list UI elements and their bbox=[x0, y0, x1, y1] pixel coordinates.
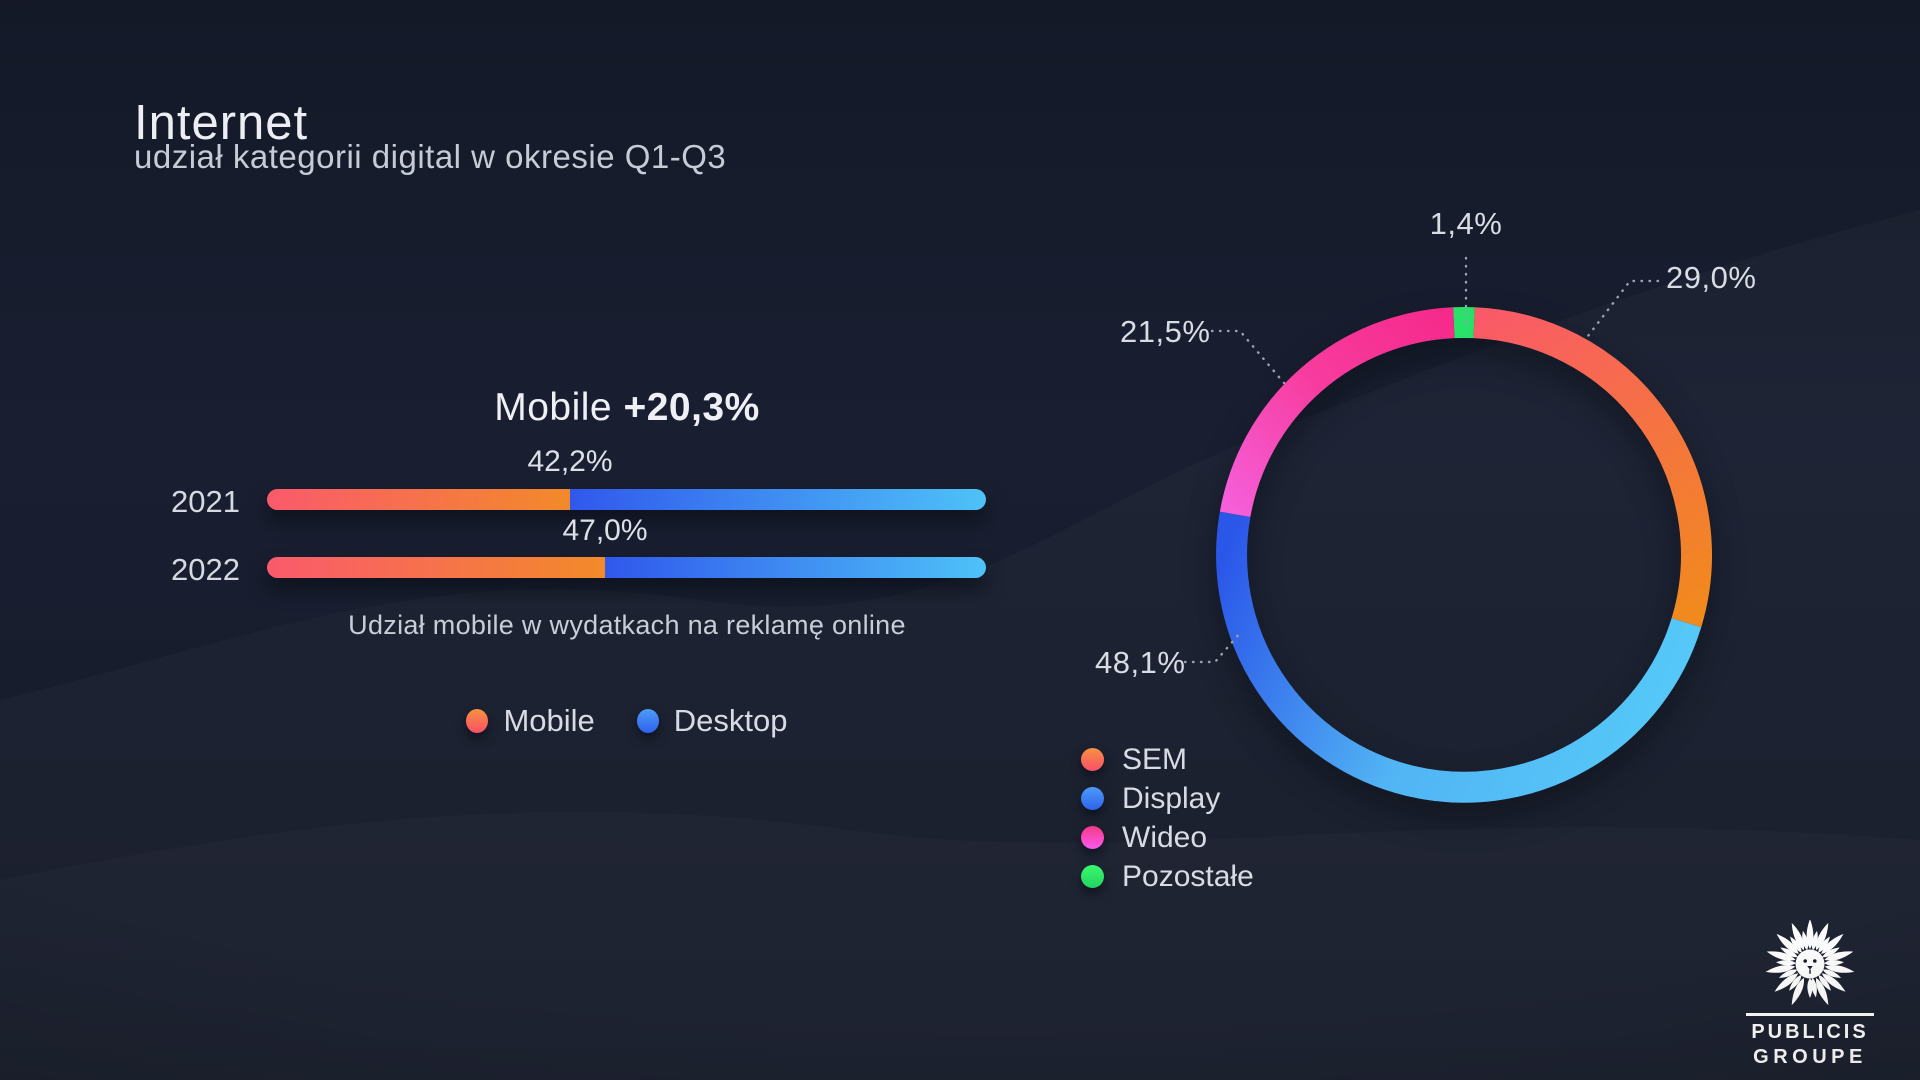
bar-2021-mobile-segment bbox=[267, 489, 571, 510]
stacked-bar-2021 bbox=[267, 489, 986, 510]
donut-label-display: 48,1% bbox=[1095, 645, 1186, 680]
legend-item-mobile: Mobile bbox=[466, 703, 595, 739]
donut-segment-wideo bbox=[1219, 307, 1455, 518]
donut-segment-sem bbox=[1473, 307, 1712, 628]
bar-value-2021: 42,2% bbox=[527, 445, 613, 478]
legend-item-pozostale: Pozostałe bbox=[1081, 857, 1254, 896]
legend-item-wideo: Wideo bbox=[1081, 818, 1254, 857]
publicis-groupe-logo: PUBLICIS GROUPE bbox=[1737, 919, 1883, 1069]
logo-text-publicis: PUBLICIS bbox=[1751, 1021, 1869, 1043]
publicis-lion-icon bbox=[1765, 919, 1855, 1007]
pozostale-dot-icon bbox=[1081, 865, 1104, 888]
mobile-growth-heading: Mobile +20,3% bbox=[247, 386, 1007, 430]
bars-caption: Udział mobile w wydatkach na reklamę onl… bbox=[348, 610, 906, 640]
logo-divider bbox=[1746, 1013, 1874, 1016]
legend-label-mobile: Mobile bbox=[503, 703, 595, 738]
legend-label-pozostale: Pozostałe bbox=[1122, 859, 1254, 893]
leader-line-wideo bbox=[1210, 329, 1286, 385]
sem-dot-icon bbox=[1081, 748, 1104, 771]
donut-legend: SEM Display Wideo Pozostałe bbox=[1081, 740, 1254, 896]
mobile-growth-heading-delta: +20,3% bbox=[623, 386, 760, 429]
stacked-bar-2022 bbox=[267, 557, 986, 578]
logo-text-groupe: GROUPE bbox=[1753, 1046, 1867, 1068]
desktop-dot-icon bbox=[636, 709, 659, 733]
donut-segment-display bbox=[1216, 511, 1702, 803]
legend-label-sem: SEM bbox=[1122, 742, 1188, 776]
donut-segments-group bbox=[1216, 306, 1712, 803]
legend-label-display: Display bbox=[1122, 781, 1221, 815]
wideo-dot-icon bbox=[1081, 826, 1104, 849]
legend-item-sem: SEM bbox=[1081, 740, 1254, 779]
bars-legend: Mobile Desktop bbox=[247, 698, 1007, 744]
bar-value-2022: 47,0% bbox=[562, 514, 648, 547]
bar-year-2022: 2022 bbox=[171, 552, 240, 587]
mobile-dot-icon bbox=[466, 709, 489, 733]
legend-label-desktop: Desktop bbox=[673, 703, 788, 738]
donut-label-pozostale: 1,4% bbox=[1429, 206, 1503, 241]
legend-item-display: Display bbox=[1081, 779, 1254, 818]
page-subtitle: udział kategorii digital w okresie Q1-Q3 bbox=[134, 138, 727, 175]
leader-line-display bbox=[1183, 631, 1242, 664]
page-title: Internet bbox=[134, 95, 309, 150]
bar-year-2021: 2021 bbox=[171, 484, 240, 519]
mobile-growth-heading-prefix: Mobile bbox=[494, 386, 613, 429]
bar-2021-desktop-segment bbox=[570, 489, 986, 510]
donut-label-wideo: 21,5% bbox=[1120, 314, 1211, 349]
leader-line-sem bbox=[1586, 279, 1660, 338]
donut-label-sem: 29,0% bbox=[1666, 260, 1757, 295]
legend-label-wideo: Wideo bbox=[1122, 820, 1208, 854]
display-dot-icon bbox=[1081, 787, 1104, 810]
legend-item-desktop: Desktop bbox=[636, 703, 788, 739]
bar-2022-desktop-segment bbox=[604, 557, 986, 578]
bar-2022-mobile-segment bbox=[267, 557, 605, 578]
